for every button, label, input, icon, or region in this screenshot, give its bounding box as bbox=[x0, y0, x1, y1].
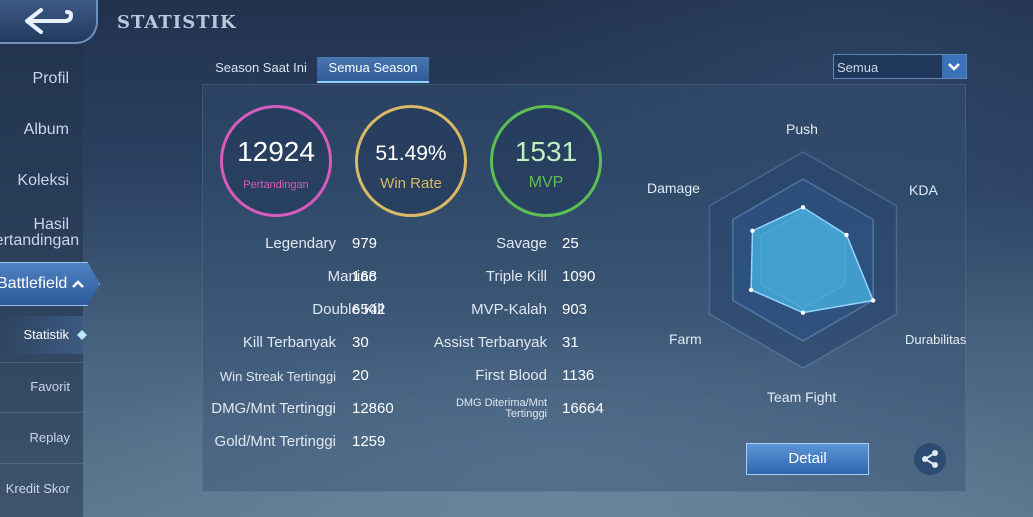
stat-label-legendary: Legendary bbox=[265, 235, 336, 252]
divider bbox=[0, 362, 83, 363]
sidebar: Profil Album Koleksi Hasil Pertandingan … bbox=[0, 0, 100, 517]
stat-value-double-kill: 6542 bbox=[352, 301, 386, 318]
radar-label-push: Push bbox=[786, 121, 818, 137]
sidebar-subitem-label: Statistik bbox=[23, 327, 69, 342]
sidebar-subitem-statistik[interactable]: Statistik bbox=[0, 316, 83, 354]
matches-value: 12924 bbox=[237, 136, 315, 167]
detail-button[interactable]: Detail bbox=[746, 443, 869, 475]
page-title: STATISTIK bbox=[117, 12, 237, 33]
matches-circle: 12924 Pertandingan bbox=[220, 105, 332, 217]
sidebar-item-label: Hasil bbox=[33, 217, 69, 233]
stat-value-first-blood: 1136 bbox=[562, 367, 595, 384]
tab-season-saat-ini[interactable]: Season Saat Ini bbox=[215, 60, 307, 75]
stat-value-triple-kill: 1090 bbox=[562, 268, 596, 285]
stat-value-savage: 25 bbox=[562, 235, 579, 252]
sidebar-item-label: Pertandingan bbox=[0, 232, 80, 249]
sidebar-item-label: Battlefield bbox=[0, 275, 68, 292]
win-rate-circle: 51.49% Win Rate bbox=[355, 105, 467, 217]
tab-semua-season[interactable]: Semua Season bbox=[317, 57, 429, 83]
sidebar-subitem-replay[interactable]: Replay bbox=[29, 430, 70, 445]
stat-value-dmg-mnt: 12860 bbox=[352, 400, 394, 417]
stat-label-win-streak: Win Streak Tertinggi bbox=[219, 369, 336, 384]
radar-label-team-fight: Team Fight bbox=[767, 389, 837, 405]
dropdown-value: Semua bbox=[837, 60, 879, 75]
back-arrow-icon bbox=[25, 8, 74, 34]
radar-point-push bbox=[800, 205, 806, 210]
radar-point-kda bbox=[844, 232, 849, 238]
radar-label-durabilitas: Durabilitas bbox=[905, 332, 967, 347]
back-button[interactable] bbox=[0, 0, 98, 44]
radar-label-kda: KDA bbox=[909, 182, 938, 198]
radar-point-farm bbox=[748, 287, 754, 293]
stat-label-first-blood: First Blood bbox=[475, 367, 547, 384]
sidebar-item-profil[interactable]: Profil bbox=[32, 70, 69, 87]
share-button[interactable] bbox=[914, 443, 946, 475]
stat-label-double-kill: Double Kill bbox=[312, 301, 384, 318]
stat-value-dmg-diterima: 16664 bbox=[562, 400, 604, 417]
divider bbox=[0, 412, 83, 413]
sidebar-item-hasil-pertandingan[interactable]: Hasil Pertandingan bbox=[0, 217, 83, 249]
sidebar-subitem-favorit[interactable]: Favorit bbox=[30, 379, 70, 394]
stat-label-savage: Savage bbox=[496, 235, 547, 252]
stat-value-gold-mnt: 1259 bbox=[352, 433, 386, 450]
radar-point-durabilitas bbox=[870, 298, 876, 303]
mvp-value: 1531 bbox=[514, 136, 578, 167]
stat-value-maniac: 168 bbox=[352, 268, 378, 285]
radar-point-damage bbox=[750, 228, 755, 234]
stat-value-mvp-kalah: 903 bbox=[562, 301, 588, 318]
stat-label-dmg-mnt: DMG/Mnt Tertinggi bbox=[211, 400, 336, 417]
win-rate-label: Win Rate bbox=[380, 175, 442, 192]
sidebar-item-battlefield[interactable]: Battlefield bbox=[0, 262, 100, 306]
win-rate-value: 51.49% bbox=[375, 142, 447, 165]
radar-chart bbox=[708, 151, 898, 369]
stat-value-legendary: 979 bbox=[352, 235, 378, 252]
radar-label-farm: Farm bbox=[669, 331, 702, 347]
stat-label-line: DMG Diterima/Mnt bbox=[455, 397, 547, 409]
active-indicator-icon bbox=[77, 330, 87, 340]
stat-label-triple-kill: Triple Kill bbox=[485, 268, 547, 285]
sidebar-subitem-kredit-skor[interactable]: Kredit Skor bbox=[5, 481, 70, 496]
matches-label: Pertandingan bbox=[243, 179, 309, 191]
stat-label-kill-terbanyak: Kill Terbanyak bbox=[242, 334, 336, 351]
stat-value-kill-terbanyak: 30 bbox=[352, 334, 369, 351]
stat-label-line: Tertinggi bbox=[505, 408, 547, 420]
stat-value-assist-terbanyak: 31 bbox=[562, 334, 579, 351]
mvp-label: MVP bbox=[528, 174, 564, 191]
chevron-up-icon bbox=[72, 280, 85, 288]
stat-value-win-streak: 20 bbox=[352, 367, 369, 384]
mvp-circle: 1531 MVP bbox=[490, 105, 602, 217]
stat-label-maniac: Maniac bbox=[327, 268, 376, 285]
divider bbox=[0, 463, 83, 464]
season-filter-dropdown[interactable]: Semua bbox=[833, 54, 967, 79]
radar-label-damage: Damage bbox=[647, 180, 700, 196]
stat-label-dmg-diterima: DMG Diterima/Mnt Tertinggi bbox=[456, 398, 547, 420]
radar-point-team-fight bbox=[800, 310, 806, 315]
sidebar-item-koleksi[interactable]: Koleksi bbox=[17, 172, 69, 189]
sidebar-item-album[interactable]: Album bbox=[23, 121, 69, 138]
stat-label-gold-mnt: Gold/Mnt Tertinggi bbox=[214, 433, 336, 450]
share-icon bbox=[922, 450, 938, 468]
stat-label-assist-terbanyak: Assist Terbanyak bbox=[433, 334, 547, 351]
chevron-down-icon[interactable] bbox=[942, 55, 966, 78]
stat-label-mvp-kalah: MVP-Kalah bbox=[471, 301, 547, 318]
